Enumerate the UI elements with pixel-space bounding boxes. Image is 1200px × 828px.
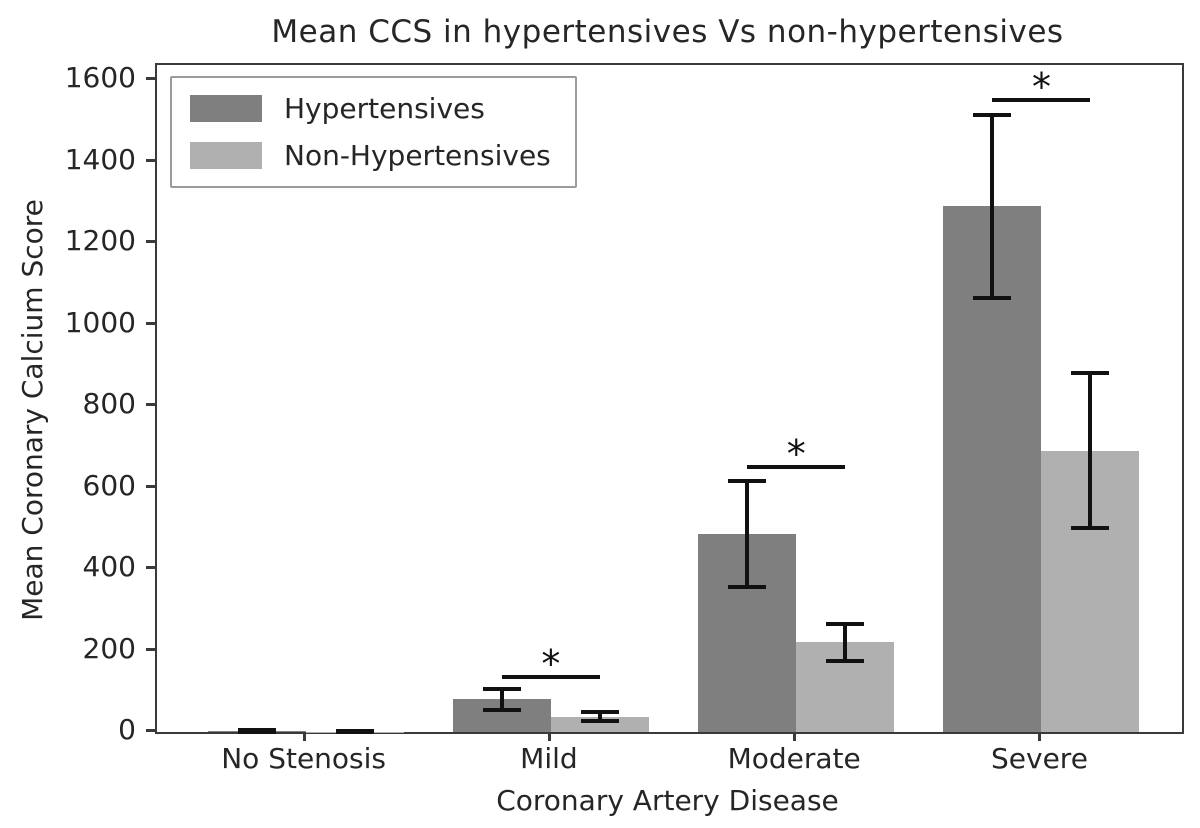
y-tick-label-1000: 1000 <box>64 305 136 339</box>
error-bar-cap-top <box>728 479 767 484</box>
error-bar-cap-bottom <box>237 730 276 734</box>
error-bar-cap-bottom <box>580 719 619 724</box>
error-bar-line <box>597 711 602 722</box>
significance-asterisk-severe: * <box>1031 65 1051 110</box>
x-tick-mark-2 <box>793 732 797 741</box>
error-bar-cap-top <box>973 112 1012 117</box>
legend-swatch-non-hypertensives <box>190 142 262 169</box>
y-tick-mark-1600 <box>146 77 155 81</box>
legend-swatch-hypertensives <box>190 95 262 122</box>
y-tick-label-1200: 1200 <box>64 224 136 258</box>
y-tick-label-200: 200 <box>82 631 136 665</box>
error-bar-cap-top <box>1071 371 1110 376</box>
y-tick-mark-1200 <box>146 240 155 244</box>
x-tick-mark-3 <box>1038 732 1042 741</box>
significance-line-severe <box>992 98 1091 103</box>
bar-non-hypertensives-mild <box>550 716 649 732</box>
error-bar-cap-top <box>826 622 865 627</box>
error-bar-cap-top <box>580 709 619 714</box>
significance-asterisk-mild: * <box>541 641 561 686</box>
y-tick-mark-800 <box>146 403 155 407</box>
legend: Hypertensives Non-Hypertensives <box>170 76 577 188</box>
y-tick-label-1600: 1600 <box>64 61 136 95</box>
y-tick-label-800: 800 <box>82 387 136 421</box>
y-tick-label-0: 0 <box>118 713 136 746</box>
y-tick-mark-600 <box>146 484 155 488</box>
error-bar-cap-bottom <box>482 707 521 712</box>
error-bar-cap-bottom <box>826 658 865 663</box>
error-bar-cap-top <box>482 687 521 692</box>
x-tick-label-3: Severe <box>991 742 1088 775</box>
error-bar-line <box>745 481 750 588</box>
y-tick-mark-1400 <box>146 158 155 162</box>
significance-line-moderate <box>747 465 846 470</box>
plot-area: Hypertensives Non-Hypertensives * * * <box>155 63 1184 734</box>
error-bar-cap-bottom <box>1071 526 1110 531</box>
y-tick-label-600: 600 <box>82 468 136 502</box>
legend-item-non-hypertensives: Non-Hypertensives <box>190 139 551 172</box>
error-bar-line <box>843 624 848 661</box>
x-tick-mark-1 <box>547 732 551 741</box>
significance-asterisk-moderate: * <box>786 432 806 477</box>
legend-item-hypertensives: Hypertensives <box>190 92 551 125</box>
x-axis-label: Coronary Artery Disease <box>496 784 839 817</box>
y-tick-mark-200 <box>146 647 155 651</box>
error-bar-cap-bottom <box>335 730 374 734</box>
error-bar-cap-bottom <box>728 585 767 590</box>
x-tick-label-2: Moderate <box>727 742 861 775</box>
legend-label-hypertensives: Hypertensives <box>284 92 485 125</box>
x-tick-label-1: Mild <box>520 742 578 775</box>
y-tick-mark-400 <box>146 566 155 570</box>
significance-line-mild <box>501 674 600 679</box>
error-bar-cap-bottom <box>973 296 1012 301</box>
y-tick-label-1400: 1400 <box>64 142 136 176</box>
x-tick-label-0: No Stenosis <box>221 742 387 775</box>
error-bar-line <box>499 689 504 710</box>
legend-label-non-hypertensives: Non-Hypertensives <box>284 139 551 172</box>
chart-title: Mean CCS in hypertensives Vs non-hyperte… <box>271 14 1064 50</box>
y-tick-label-400: 400 <box>82 550 136 584</box>
y-tick-mark-0 <box>146 729 155 732</box>
y-tick-mark-1000 <box>146 321 155 325</box>
error-bar-line <box>990 114 995 299</box>
error-bar-line <box>1088 373 1093 529</box>
x-tick-mark-0 <box>302 732 306 741</box>
